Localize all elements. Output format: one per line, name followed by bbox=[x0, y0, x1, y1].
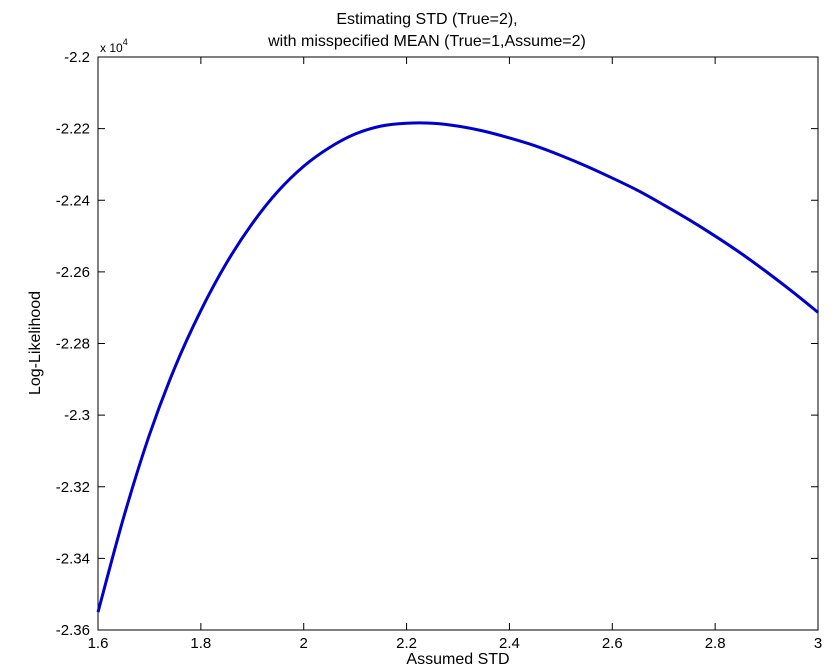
x-axis-ticks: 1.6 1.8 2 2.2 2.4 2.6 2.8 3 bbox=[88, 57, 822, 652]
y-tick-label: -2.22 bbox=[56, 121, 90, 138]
y-tick-label: -2.34 bbox=[56, 550, 90, 567]
x-axis-label: Assumed STD bbox=[406, 651, 509, 668]
y-tick-label: -2.36 bbox=[56, 622, 90, 639]
chart-title-line2: with misspecified MEAN (True=1,Assume=2) bbox=[267, 33, 586, 50]
y-tick-label: -2.3 bbox=[64, 407, 90, 424]
x-tick-label: 2.4 bbox=[499, 635, 520, 652]
y-tick-label: -2.2 bbox=[64, 49, 90, 66]
x-tick-label: 1.8 bbox=[190, 635, 211, 652]
y-axis-multiplier-base: x 10 bbox=[100, 41, 123, 55]
y-axis-multiplier: x 104 bbox=[100, 37, 128, 55]
x-tick-label: 2.6 bbox=[602, 635, 623, 652]
x-tick-label: 1.6 bbox=[88, 635, 109, 652]
series-group bbox=[96, 121, 819, 613]
chart-title-line1: Estimating STD (True=2), bbox=[336, 11, 517, 28]
x-tick-label: 2 bbox=[300, 635, 308, 652]
y-tick-label: -2.28 bbox=[56, 336, 90, 353]
x-tick-label: 2.2 bbox=[396, 635, 417, 652]
y-axis-label: Log-Likelihood bbox=[27, 291, 44, 395]
x-tick-label: 2.8 bbox=[705, 635, 726, 652]
y-axis-ticks: -2.36 -2.34 -2.32 -2.3 -2.28 -2.26 -2.24 -2.22 -… bbox=[56, 49, 818, 639]
y-tick-label: -2.24 bbox=[56, 192, 90, 209]
x-tick-label: 3 bbox=[814, 635, 822, 652]
y-tick-label: -2.32 bbox=[56, 479, 90, 496]
y-tick-label: -2.26 bbox=[56, 264, 90, 281]
series-line-0 bbox=[96, 121, 819, 613]
plot-area bbox=[97, 56, 819, 631]
y-axis-multiplier-exponent: 4 bbox=[123, 37, 128, 47]
